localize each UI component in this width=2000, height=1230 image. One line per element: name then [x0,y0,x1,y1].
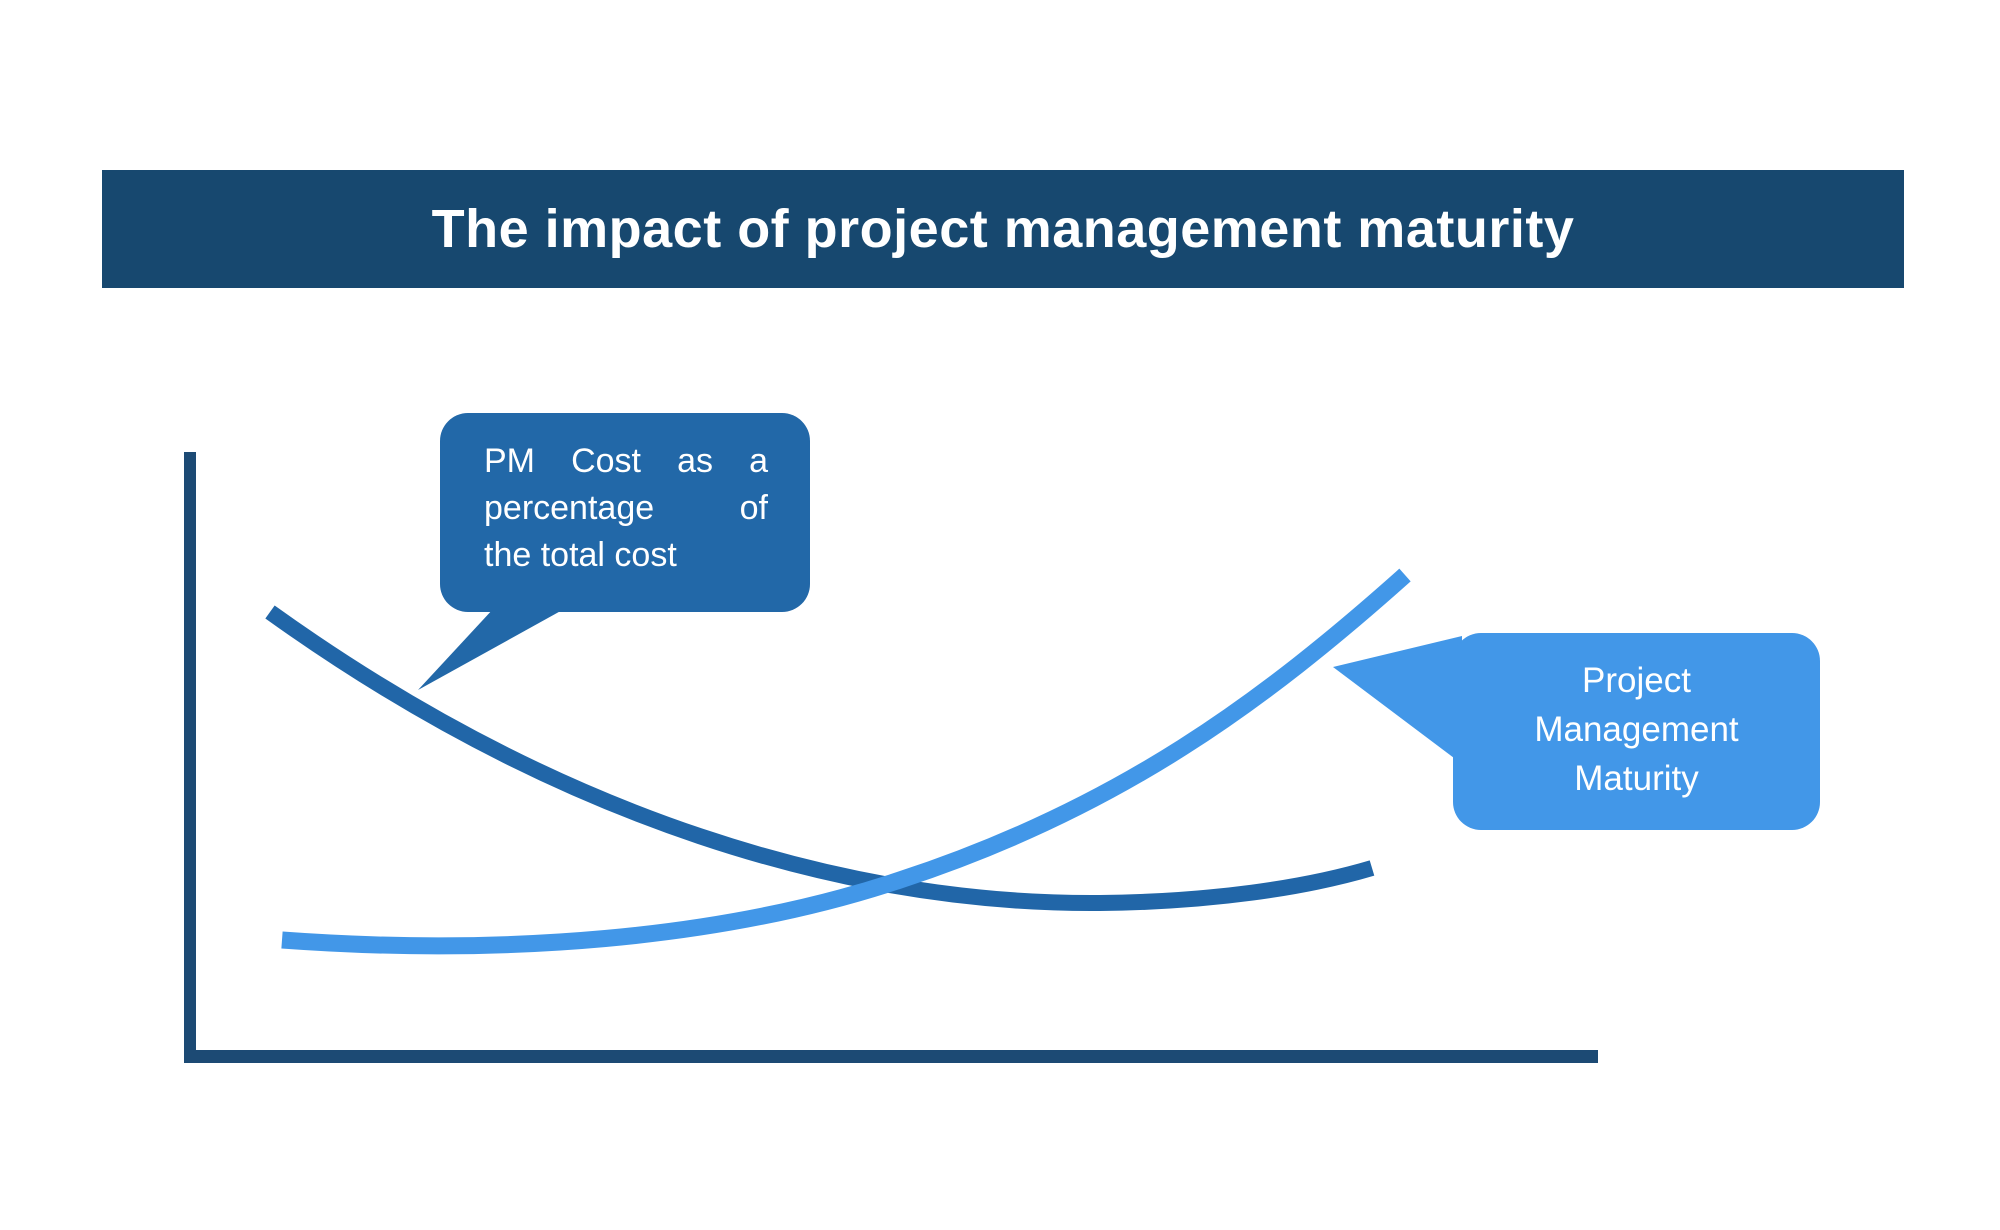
maturity-callout: Project Management Maturity [1453,633,1820,830]
pm-cost-callout-tail-icon [418,608,566,690]
pm-cost-callout: PM Cost as a percentage of the total cost [440,413,810,612]
maturity-callout-tail-icon [1333,636,1462,764]
maturity-callout-line: Project [1582,661,1691,700]
maturity-callout-line: Management [1534,710,1739,749]
maturity-callout-line: Maturity [1574,759,1699,798]
pm-cost-callout-line: PM Cost as a [484,442,768,480]
title-banner: The impact of project management maturit… [102,170,1904,288]
page-title: The impact of project management maturit… [431,199,1575,259]
pm-cost-callout-line: the total cost [484,536,677,574]
pm-cost-curve [265,605,1375,912]
pm-cost-callout-line: percentage of [484,489,768,527]
maturity-curve [281,568,1411,955]
y-axis [184,452,196,1063]
x-axis [184,1050,1598,1063]
